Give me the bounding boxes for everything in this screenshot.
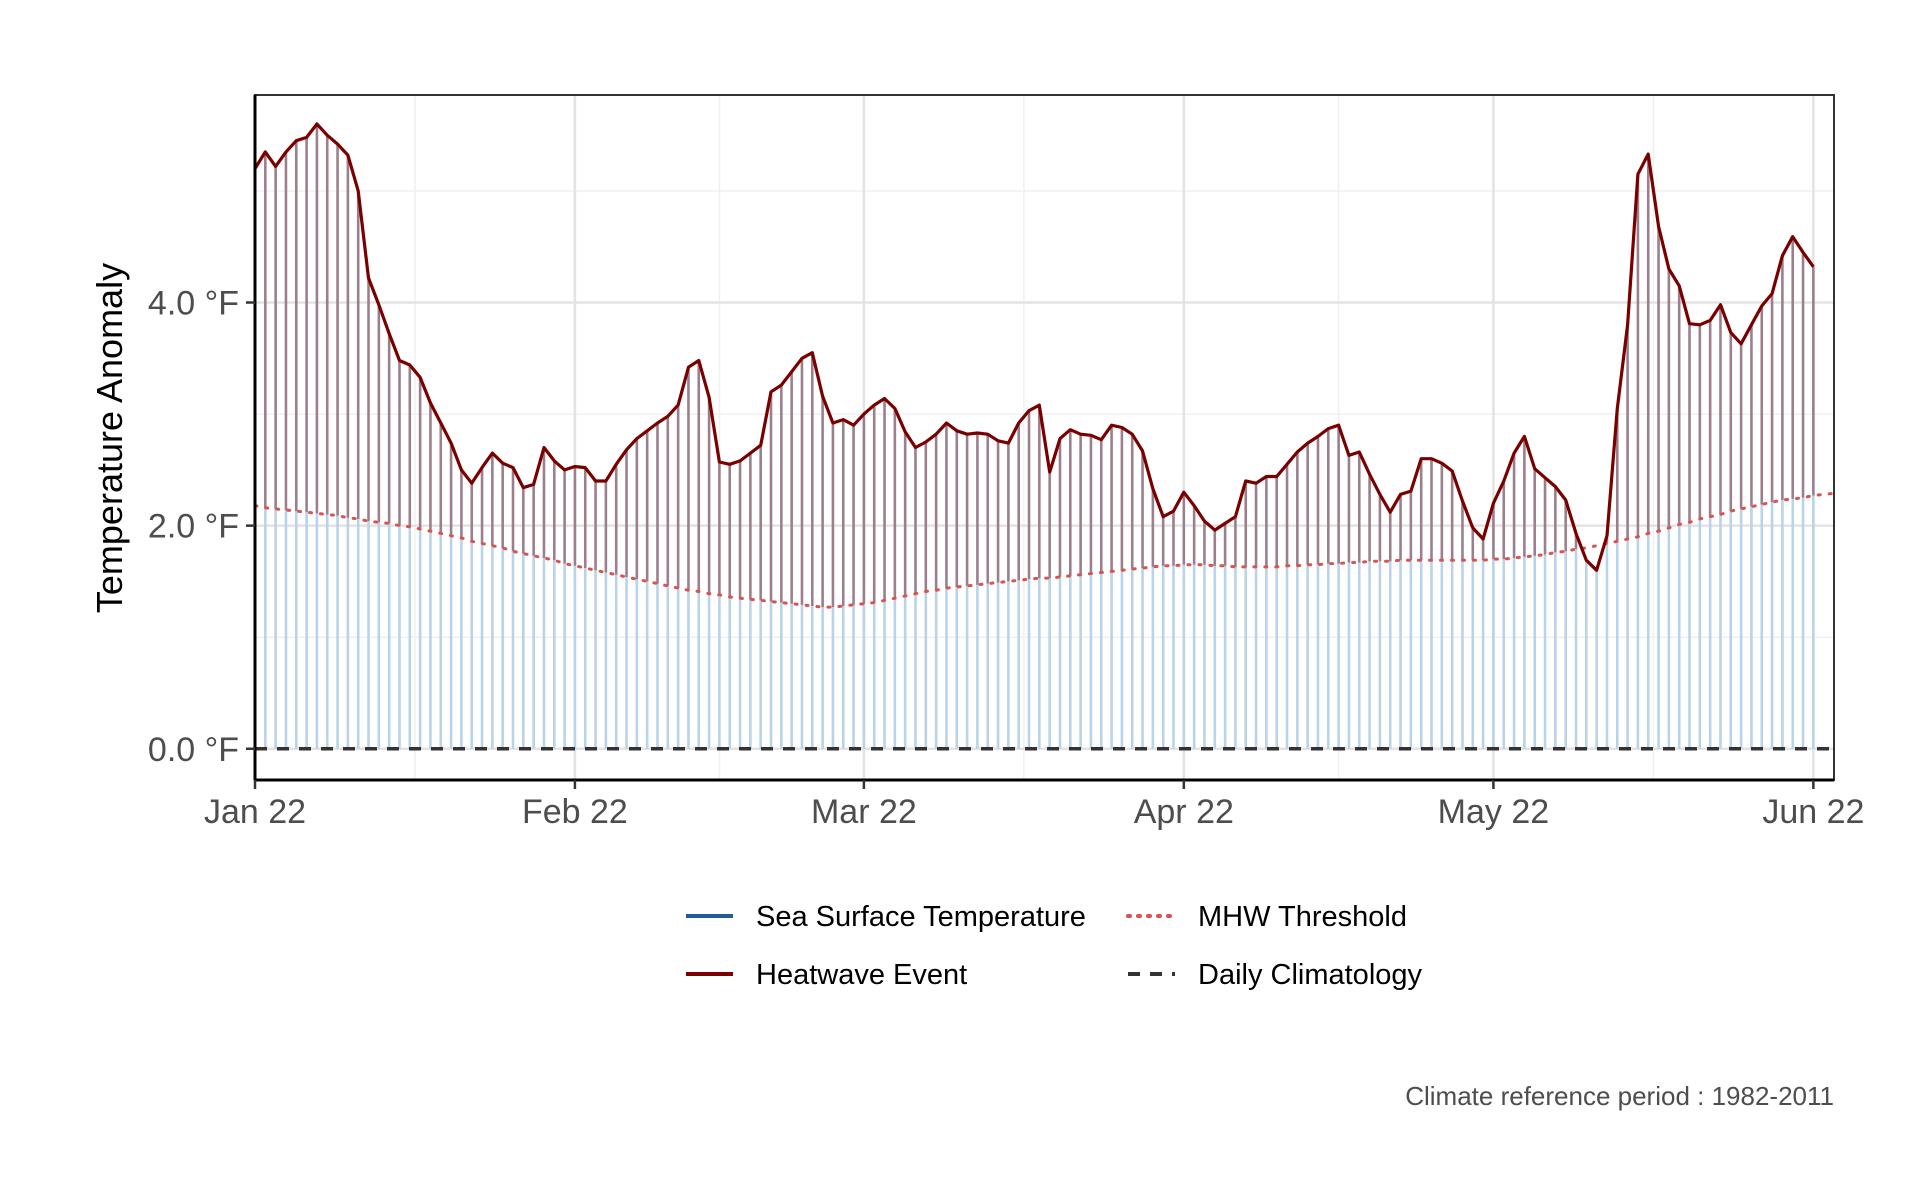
heatwave-line [253, 122, 1815, 572]
legend-item-climatology: Daily Climatology [1128, 959, 1423, 991]
x-tick-label: Feb 22 [522, 793, 628, 831]
x-tick-label: Apr 22 [1134, 793, 1234, 831]
legend-item-sst: Sea Surface Temperature [686, 901, 1086, 933]
y-axis-title: Temperature Anomaly [89, 263, 130, 613]
legend-item-heatwave: Heatwave Event [686, 959, 967, 991]
legend-label-threshold: MHW Threshold [1198, 901, 1407, 933]
grid [253, 95, 1834, 780]
x-axis-ticks: Jan 22 Feb 22 Mar 22 Apr 22 May 22 Jun 22 [204, 780, 1864, 831]
x-tick-label: Mar 22 [811, 793, 917, 831]
y-tick-label: 2.0 °F [148, 508, 239, 546]
threshold-line [253, 491, 1836, 609]
legend-item-threshold: MHW Threshold [1126, 901, 1407, 933]
daily-bars [253, 124, 1815, 749]
legend: Sea Surface Temperature MHW Threshold He… [686, 901, 1423, 991]
y-tick-label: 4.0 °F [148, 285, 239, 323]
y-axis-ticks: 0.0 °F 2.0 °F 4.0 °F [148, 285, 255, 769]
legend-label-heatwave: Heatwave Event [756, 959, 967, 991]
legend-label-climatology: Daily Climatology [1198, 959, 1423, 991]
legend-label-sst: Sea Surface Temperature [756, 901, 1086, 933]
axes [253, 94, 1835, 782]
series-lines [253, 122, 1836, 751]
y-tick-label: 0.0 °F [148, 731, 239, 769]
x-tick-label: Jan 22 [204, 793, 306, 831]
caption: Climate reference period : 1982-2011 [1405, 1081, 1834, 1111]
x-tick-label: May 22 [1438, 793, 1550, 831]
x-tick-label: Jun 22 [1762, 793, 1864, 831]
